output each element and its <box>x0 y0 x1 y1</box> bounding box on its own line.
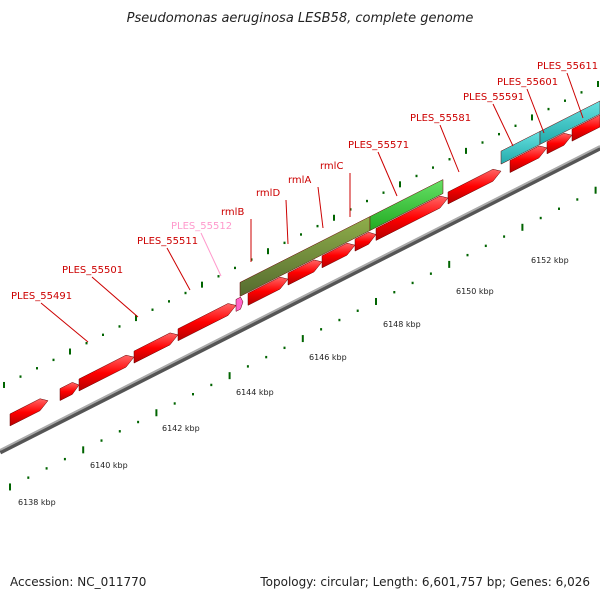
scale-label: 6148 kbp <box>383 320 421 329</box>
gene-label-layer: PLES_55491 PLES_55501 PLES_55511 PLES_55512… <box>11 61 598 343</box>
leader-line <box>439 124 460 173</box>
gene-arrow <box>9 398 49 427</box>
leader-line <box>285 199 289 245</box>
feature-track <box>9 100 600 427</box>
leader-line <box>200 232 222 277</box>
gene-arrow <box>571 114 600 142</box>
accession-text: Accession: NC_011770 <box>10 575 146 589</box>
leader-line <box>317 186 324 229</box>
lower-tick-track <box>9 186 597 491</box>
gene-label: PLES_55581 <box>410 113 471 124</box>
scale-label: 6146 kbp <box>309 353 347 362</box>
gene-arrow <box>321 242 356 269</box>
gene-label: PLES_55591 <box>463 92 524 103</box>
gene-arrow <box>133 332 179 364</box>
scale-labels: 6138 kbp 6140 kbp 6142 kbp 6144 kbp 6146 kbp… <box>18 256 569 507</box>
leader-line <box>492 103 514 147</box>
gene-arrow <box>509 145 548 173</box>
scale-label: 6140 kbp <box>90 461 128 470</box>
genome-summary-text: Topology: circular; Length: 6,601,757 bp… <box>259 575 590 589</box>
gene-arrow <box>375 195 449 241</box>
scale-label: 6150 kbp <box>456 287 494 296</box>
gene-label: rmlA <box>288 175 311 186</box>
gene-arrow <box>177 303 237 342</box>
scale-label: 6138 kbp <box>18 498 56 507</box>
leader-line <box>566 72 584 119</box>
leader-line <box>377 151 398 197</box>
gene-arrow <box>287 259 323 286</box>
gene-arrow <box>354 231 377 252</box>
gene-arrow <box>247 276 289 306</box>
upper-tick-track <box>3 80 599 388</box>
gene-label: PLES_55511 <box>137 236 198 247</box>
gene-label: PLES_55571 <box>348 140 409 151</box>
map-title: Pseudomonas aeruginosa LESB58, complete … <box>127 11 474 26</box>
scale-label: 6152 kbp <box>531 256 569 265</box>
gene-label: rmlD <box>256 188 280 199</box>
gene-arrow <box>447 168 502 205</box>
gene-label: PLES_55611 <box>537 61 598 72</box>
gene-arrow <box>78 354 135 392</box>
operon-band-rml <box>239 216 371 297</box>
leader-line <box>166 247 191 291</box>
gene-arrow <box>546 132 573 155</box>
gene-label: rmlB <box>221 207 244 218</box>
leader-line <box>526 88 545 134</box>
operon-band <box>539 100 600 145</box>
gene-arrow-highlight <box>235 296 244 312</box>
operon-band <box>369 179 444 231</box>
gene-label: PLES_55491 <box>11 291 72 302</box>
leader-line <box>91 276 139 318</box>
leader-line <box>40 302 89 343</box>
gene-label: PLES_55501 <box>62 265 123 276</box>
gene-label: PLES_55601 <box>497 77 558 88</box>
gene-label: PLES_55512 <box>171 221 232 232</box>
scale-label: 6144 kbp <box>236 388 274 397</box>
scale-label: 6142 kbp <box>162 424 200 433</box>
gene-arrow <box>59 382 80 402</box>
genome-backbone <box>0 145 600 455</box>
gene-label: rmlC <box>320 161 343 172</box>
